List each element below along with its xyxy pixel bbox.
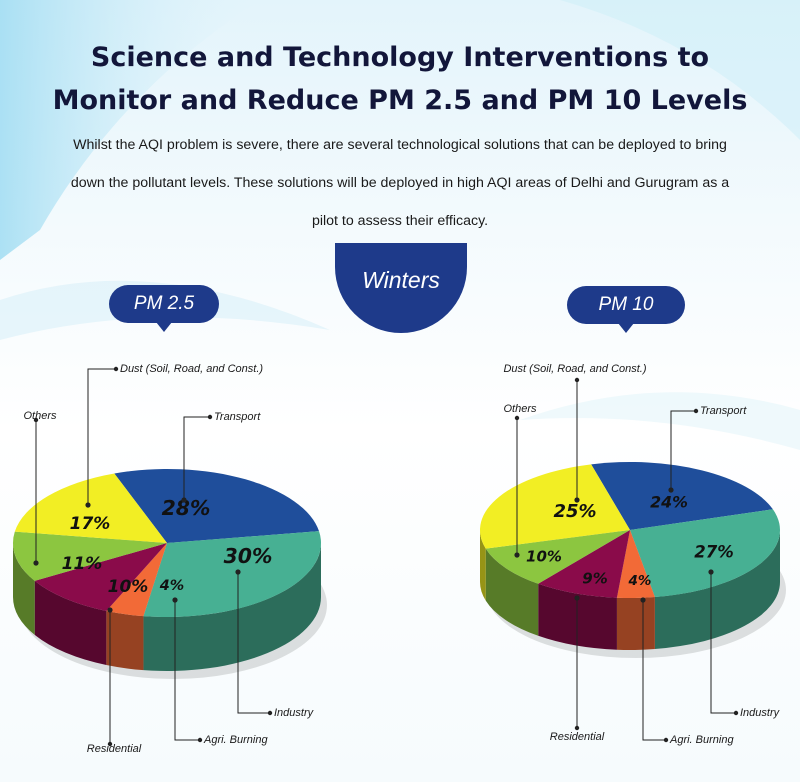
callout-dot-agri-burning <box>172 597 178 603</box>
pie-slice-agri-burning <box>616 530 655 598</box>
data-label-transport: 24% <box>650 493 688 512</box>
pie-slice-industry <box>143 531 322 618</box>
pie-slice-residential <box>538 530 630 598</box>
data-label-dust: 17% <box>70 514 111 534</box>
callout-line-transport <box>670 410 696 490</box>
callout-dot-industry <box>708 569 714 575</box>
data-label-others: 11% <box>62 554 103 574</box>
pie-side-residential <box>538 583 617 650</box>
category-label-industry: Industry <box>274 707 315 719</box>
callout-line-industry <box>710 572 736 714</box>
pie-slice-residential <box>34 543 167 612</box>
description-line-1: Whilst the AQI problem is severe, there … <box>73 137 727 153</box>
callout-line-industry <box>237 572 270 714</box>
callout-dot-dust <box>85 502 91 508</box>
category-label-agri-burning: Agri. Burning <box>669 734 734 746</box>
data-label-residential: 9% <box>582 570 607 588</box>
pie-slice-others <box>13 531 168 581</box>
description-line-2: down the pollutant levels. These solutio… <box>70 175 730 191</box>
pie-slice-dust <box>14 473 167 543</box>
category-label-transport: Transport <box>214 411 261 423</box>
pie-slice-agri-burning <box>106 543 167 617</box>
category-label-industry: Industry <box>740 707 781 719</box>
pie-side-others <box>485 548 539 636</box>
callout-end-industry <box>267 710 273 716</box>
callout-end-dust <box>113 366 119 372</box>
pie-side-dust <box>480 530 486 601</box>
callout-line-transport <box>183 416 210 500</box>
callout-dot-others <box>514 552 520 558</box>
description: Whilst the AQI problem is severe, there … <box>30 126 770 240</box>
callout-end-dust <box>574 377 580 383</box>
pie-slice-others <box>485 530 630 584</box>
pie-side-agri-burning <box>616 597 655 650</box>
callout-end-agri-burning <box>663 737 669 743</box>
category-label-dust: Dust (Soil, Road, and Const.) <box>503 363 646 375</box>
pie-chart-pm10: 24% 27% 4% 9% 10% 25% Transport Industry Agri. B… <box>480 363 786 746</box>
category-label-others: Others <box>503 403 537 415</box>
callout-end-others <box>514 415 520 421</box>
chart-title-pm25: PM 2.5 <box>109 285 219 332</box>
callout-end-transport <box>693 408 699 414</box>
title-line-1: Science and Technology Interventions to <box>90 42 710 73</box>
callout-end-industry <box>733 710 739 716</box>
pie-side-others <box>13 543 35 635</box>
callout-dot-residential <box>574 595 580 601</box>
callout-end-agri-burning <box>197 737 203 743</box>
callout-line-dust <box>87 368 116 505</box>
category-label-agri-burning: Agri. Burning <box>203 734 268 746</box>
category-label-residential: Residential <box>87 743 142 755</box>
category-label-others: Others <box>23 410 57 422</box>
pie-chart-pm25: 28%30%4%10%11%17%TransportIndustryAgri. … <box>13 363 327 755</box>
callout-line-agri-burning <box>642 600 666 741</box>
data-label-agri-burning: 4% <box>628 573 652 589</box>
callout-dot-others <box>33 560 39 566</box>
data-label-industry: 30% <box>224 544 273 568</box>
pie-slice-industry <box>630 509 780 598</box>
callout-dot-transport <box>181 497 187 503</box>
callout-dot-agri-burning <box>640 597 646 603</box>
callout-dot-residential <box>107 607 113 613</box>
callout-end-residential <box>107 741 113 747</box>
callout-dot-dust <box>574 497 580 503</box>
page-title: Science and Technology Interventions to … <box>0 36 800 122</box>
pie-side-industry <box>654 530 780 650</box>
callout-end-others <box>33 417 39 423</box>
category-label-dust: Dust (Soil, Road, and Const.) <box>120 363 263 375</box>
data-label-others: 10% <box>526 548 562 566</box>
callout-line-agri-burning <box>174 600 200 741</box>
pie-side-residential <box>34 580 107 666</box>
data-label-dust: 25% <box>553 501 596 522</box>
data-label-residential: 10% <box>108 577 149 597</box>
callout-dot-industry <box>235 569 241 575</box>
data-label-agri-burning: 4% <box>159 578 184 594</box>
callout-end-transport <box>207 414 213 420</box>
category-label-residential: Residential <box>550 731 605 743</box>
pie-side-agri-burning <box>106 611 144 671</box>
description-line-3: pilot to assess their efficacy. <box>311 213 489 229</box>
callout-dot-transport <box>668 487 674 493</box>
pie-slice-transport <box>114 469 320 543</box>
callout-end-residential <box>574 725 580 731</box>
category-label-transport: Transport <box>700 405 747 417</box>
pie-slice-transport <box>591 462 773 530</box>
chart-title-pm10: PM 10 <box>567 286 685 333</box>
title-line-2: Monitor and Reduce PM 2.5 and PM 10 Leve… <box>52 85 748 116</box>
data-label-industry: 27% <box>694 543 734 562</box>
pie-side-industry <box>143 543 322 671</box>
